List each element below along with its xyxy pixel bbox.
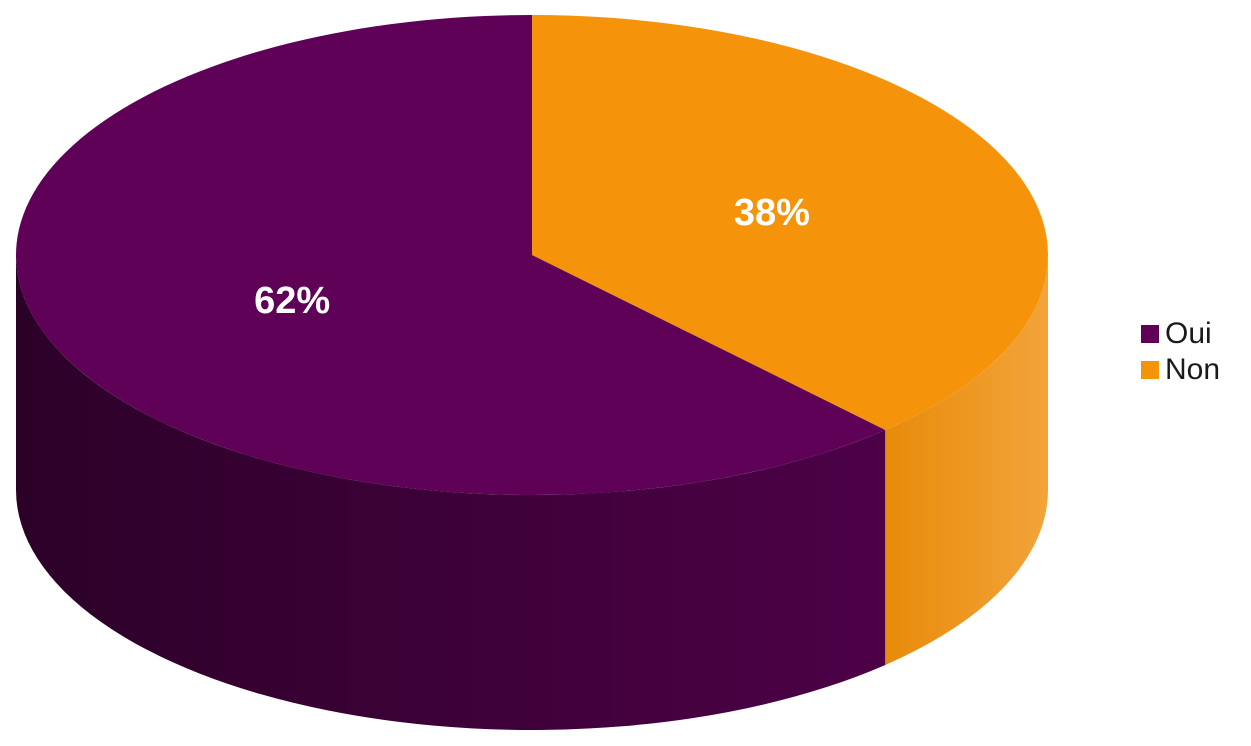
data-label-oui: 62% — [254, 280, 330, 322]
legend-swatch-oui — [1141, 325, 1159, 343]
legend-item-oui: Oui — [1141, 316, 1220, 352]
pie-tops — [16, 15, 1048, 495]
legend-item-non: Non — [1141, 352, 1220, 388]
data-label-non: 38% — [734, 192, 810, 234]
legend-swatch-non — [1141, 361, 1159, 379]
legend-label-oui: Oui — [1165, 317, 1212, 351]
legend-label-non: Non — [1165, 353, 1220, 387]
legend: Oui Non — [1141, 316, 1220, 388]
